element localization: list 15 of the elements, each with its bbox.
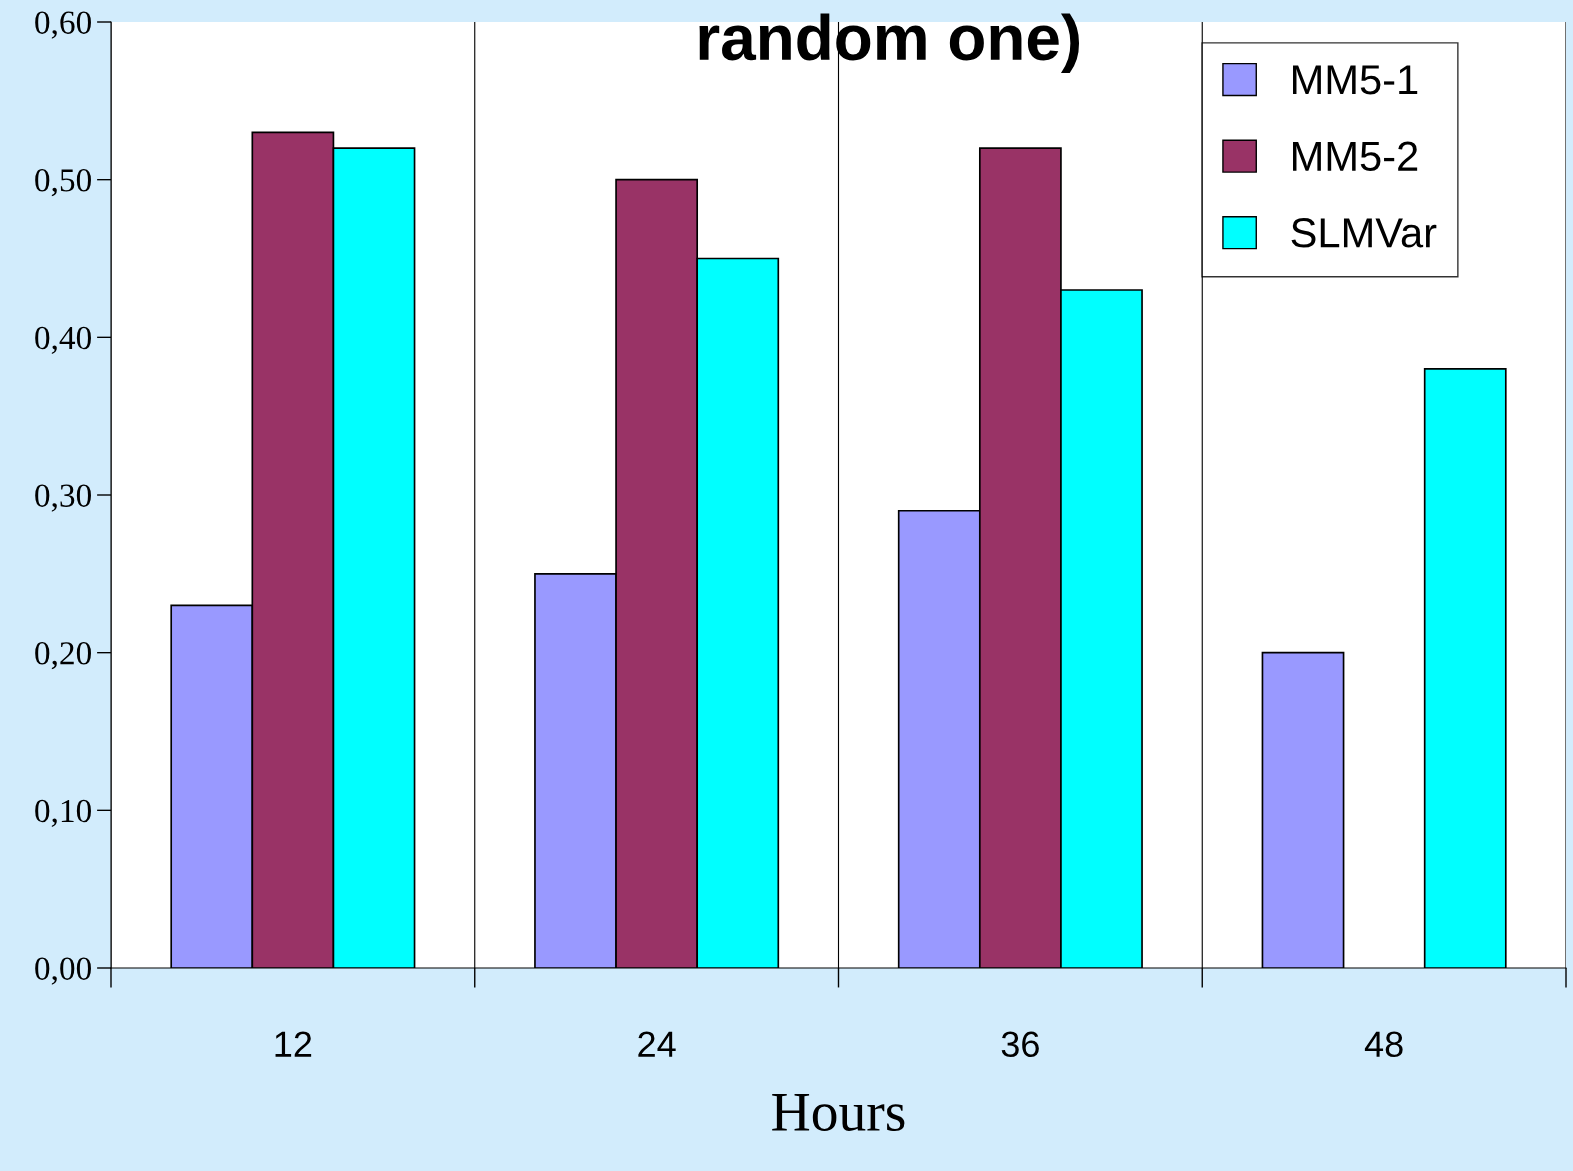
legend-label: MM5-1 bbox=[1293, 65, 1418, 95]
y-tick-label: 0,10 bbox=[35, 799, 91, 828]
x-tick-label: 48 bbox=[1364, 1031, 1403, 1058]
y-tick-label: 0,20 bbox=[35, 642, 91, 670]
x-tick-label: 12 bbox=[275, 1031, 312, 1057]
legend-label: SLMVar bbox=[1291, 218, 1437, 248]
x-axis-title: Hours bbox=[772, 1094, 905, 1132]
legend-label: MM5-2 bbox=[1293, 141, 1418, 172]
y-tick-label: 0,50 bbox=[35, 169, 91, 197]
y-tick-label: 0,00 bbox=[35, 957, 91, 985]
y-tick-label: 0,60 bbox=[35, 11, 91, 39]
y-tick-label: 0,30 bbox=[35, 484, 91, 512]
x-tick-label: 24 bbox=[638, 1031, 676, 1057]
x-tick-label: 36 bbox=[1001, 1031, 1039, 1058]
y-tick-label: 0,40 bbox=[35, 326, 91, 355]
